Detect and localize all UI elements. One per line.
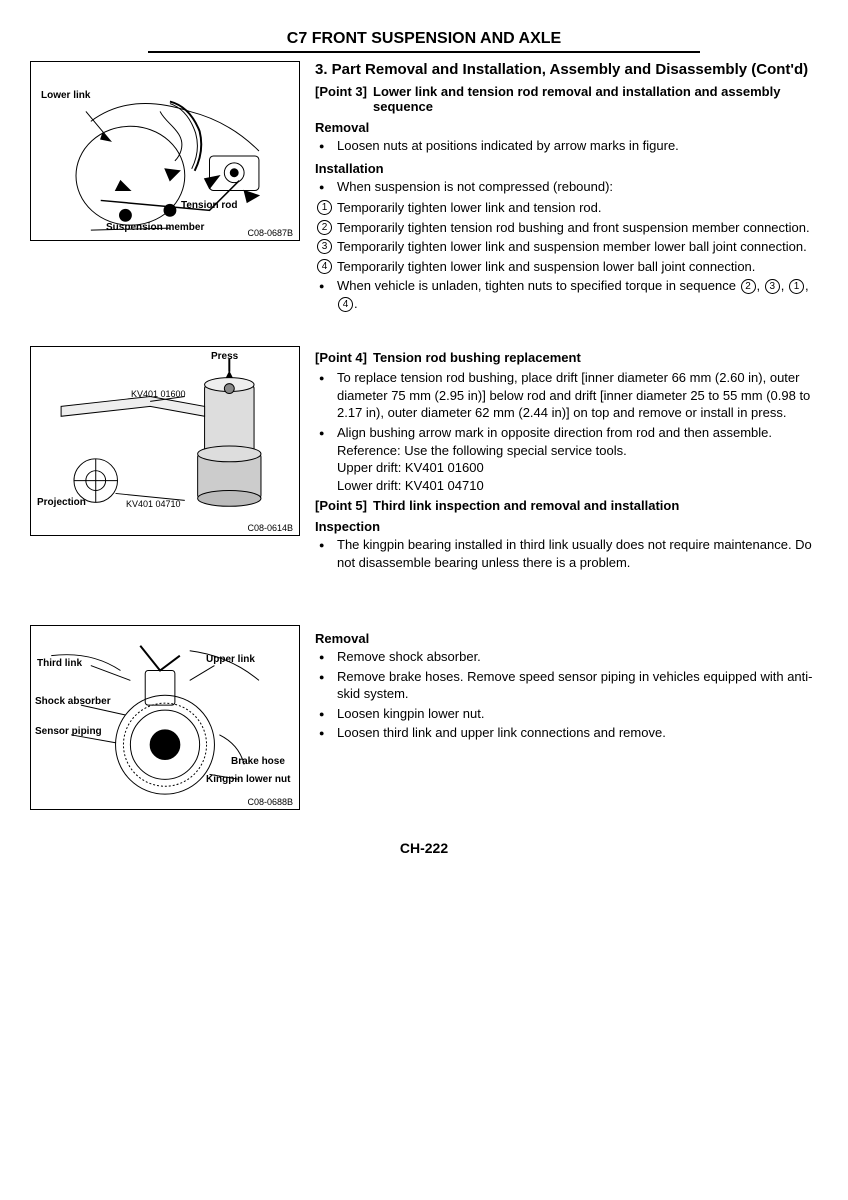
label-sensor: Sensor piping — [35, 726, 102, 737]
p4-item-1: To replace tension rod bushing, place dr… — [315, 369, 818, 422]
label-kv-top: KV401 01600 — [131, 389, 186, 399]
page-number: CH-222 — [30, 840, 818, 856]
section-point3: Lower link Tension rod Suspension member… — [30, 61, 818, 316]
removal-head: Removal — [315, 120, 818, 135]
section-removal: Third link Upper link Shock absorber Sen… — [30, 625, 818, 810]
label-upper-link: Upper link — [206, 654, 255, 665]
figure-2: Press KV401 01600 KV401 04710 Projection… — [30, 346, 300, 536]
label-tension-rod: Tension rod — [181, 200, 237, 211]
r3-item-4: Loosen third link and upper link connect… — [315, 724, 818, 742]
install-seq: When vehicle is unladen, tighten nuts to… — [315, 277, 818, 312]
install-head: Installation — [315, 161, 818, 176]
step-3: 3Temporarily tighten lower link and susp… — [315, 238, 818, 256]
page-header: C7 FRONT SUSPENSION AND AXLE — [148, 30, 700, 53]
point5-title: [Point 5] Third link inspection and remo… — [315, 498, 818, 513]
section-point4-5: Press KV401 01600 KV401 04710 Projection… — [30, 346, 818, 575]
inspection-item: The kingpin bearing installed in third l… — [315, 536, 818, 571]
r3-item-2: Remove brake hoses. Remove speed sensor … — [315, 668, 818, 703]
inspection-list: The kingpin bearing installed in third l… — [315, 536, 818, 571]
point4-list: To replace tension rod bushing, place dr… — [315, 369, 818, 494]
label-lower-link: Lower link — [41, 90, 90, 101]
label-kingpin: Kingpin lower nut — [206, 774, 290, 785]
label-projection: Projection — [37, 497, 86, 508]
r3-item-1: Remove shock absorber. — [315, 648, 818, 666]
step-1: 1Temporarily tighten lower link and tens… — [315, 199, 818, 217]
step-2: 2Temporarily tighten tension rod bushing… — [315, 219, 818, 237]
install-item: When suspension is not compressed (rebou… — [315, 178, 818, 196]
inspection-head: Inspection — [315, 519, 818, 534]
label-brake: Brake hose — [231, 756, 285, 767]
figure-code-1: C08-0687B — [245, 228, 295, 238]
removal-list: Loosen nuts at positions indicated by ar… — [315, 137, 818, 155]
label-shock: Shock absorber — [35, 696, 111, 707]
content-2: [Point 4] Tension rod bushing replacemen… — [315, 346, 818, 575]
content-3: Removal Remove shock absorber. Remove br… — [315, 625, 818, 746]
figure-3: Third link Upper link Shock absorber Sen… — [30, 625, 300, 810]
label-third-link: Third link — [37, 658, 82, 669]
removal-item: Loosen nuts at positions indicated by ar… — [315, 137, 818, 155]
r3-item-3: Loosen kingpin lower nut. — [315, 705, 818, 723]
point4-title: [Point 4] Tension rod bushing replacemen… — [315, 350, 818, 365]
label-kv-bot: KV401 04710 — [126, 499, 181, 509]
figure-code-2: C08-0614B — [245, 523, 295, 533]
install-list: When suspension is not compressed (rebou… — [315, 178, 818, 196]
numbered-steps: 1Temporarily tighten lower link and tens… — [315, 199, 818, 275]
label-susp-member: Suspension member — [106, 222, 204, 233]
removal-head-3: Removal — [315, 631, 818, 646]
install-seq-item: When vehicle is unladen, tighten nuts to… — [315, 277, 818, 312]
figure-1: Lower link Tension rod Suspension member… — [30, 61, 300, 241]
p4-item-2: Align bushing arrow mark in opposite dir… — [315, 424, 818, 494]
content-1: 3. Part Removal and Installation, Assemb… — [315, 61, 818, 316]
figure-code-3: C08-0688B — [245, 797, 295, 807]
point3-title: [Point 3] Lower link and tension rod rem… — [315, 84, 818, 114]
removal-list-3: Remove shock absorber. Remove brake hose… — [315, 648, 818, 742]
label-press: Press — [211, 351, 238, 362]
main-title: 3. Part Removal and Installation, Assemb… — [315, 61, 818, 78]
step-4: 4Temporarily tighten lower link and susp… — [315, 258, 818, 276]
